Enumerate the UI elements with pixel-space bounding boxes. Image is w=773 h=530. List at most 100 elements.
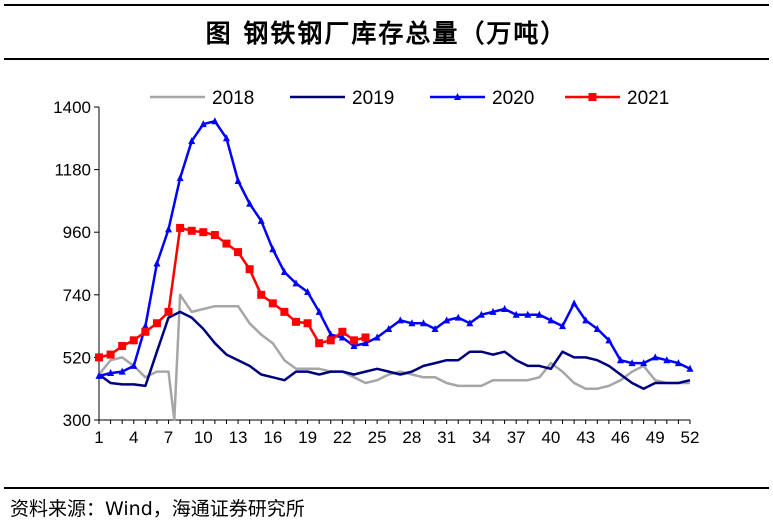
- x-tick-label: 37: [507, 428, 526, 447]
- data-point-2020: [211, 117, 219, 125]
- series-group: [95, 117, 694, 422]
- data-point-2020: [512, 310, 520, 318]
- x-tick-label: 1: [94, 428, 103, 447]
- series-line-2020: [98, 119, 691, 378]
- chart-title: 图 钢铁钢厂库存总量（万吨）: [4, 4, 769, 60]
- x-tick-label: 40: [541, 428, 560, 447]
- data-point-2021: [303, 319, 312, 328]
- data-point-2020: [408, 319, 416, 327]
- data-point-2020: [431, 324, 439, 332]
- data-point-2020: [628, 359, 636, 367]
- x-tick-label: 19: [298, 428, 317, 447]
- data-point-2021: [141, 327, 150, 336]
- data-point-2020: [582, 316, 590, 324]
- data-point-2020: [362, 339, 370, 347]
- data-point-2020: [443, 316, 451, 324]
- data-point-2020: [396, 316, 404, 324]
- data-point-2020: [651, 353, 659, 361]
- data-point-2021: [222, 239, 231, 248]
- data-point-2021: [280, 307, 289, 316]
- data-point-2020: [547, 316, 555, 324]
- x-axis-ticks: 1 4 7 10 13 16 19 22 25 28 31 34 37 40 43 46 49 52: [94, 420, 699, 447]
- data-point-2020: [165, 225, 173, 233]
- legend-label-2021: 2021: [627, 88, 669, 109]
- x-tick-label: 46: [611, 428, 630, 447]
- x-tick-label: 16: [263, 428, 282, 447]
- axes: [98, 107, 690, 421]
- series-line-2021: [98, 226, 366, 359]
- data-point-2020: [419, 319, 427, 327]
- legend-label-2019: 2019: [352, 88, 394, 109]
- legend: 2018 2019 2020 2021: [150, 88, 669, 109]
- x-tick-label: 7: [164, 428, 173, 447]
- data-point-2021: [234, 248, 243, 257]
- data-point-2020: [605, 336, 613, 344]
- data-point-2020: [118, 367, 126, 375]
- data-point-2021: [187, 226, 196, 235]
- x-tick-label: 13: [229, 428, 248, 447]
- data-point-2021: [349, 336, 358, 345]
- data-point-2020: [304, 287, 312, 295]
- legend-marker-2021: [588, 93, 597, 101]
- data-point-2021: [268, 299, 277, 308]
- data-point-2020: [559, 322, 567, 330]
- data-point-2020: [176, 174, 184, 182]
- data-point-2020: [315, 307, 323, 315]
- series-line-2019: [98, 310, 691, 390]
- data-point-2021: [210, 231, 219, 240]
- data-point-2020: [593, 324, 601, 332]
- data-point-2021: [326, 336, 335, 345]
- data-point-2020: [141, 322, 149, 330]
- legend-label-2018: 2018: [212, 88, 254, 109]
- data-point-2021: [257, 290, 266, 299]
- x-tick-label: 49: [646, 428, 665, 447]
- data-point-2020: [246, 199, 254, 207]
- x-tick-label: 28: [402, 428, 421, 447]
- data-point-2021: [164, 307, 173, 316]
- series-line-2018: [98, 293, 690, 422]
- x-tick-label: 52: [681, 428, 700, 447]
- data-point-2020: [292, 279, 300, 287]
- legend-label-2020: 2020: [492, 88, 534, 109]
- data-point-2020: [257, 216, 265, 224]
- data-point-2020: [107, 369, 115, 377]
- data-point-2020: [95, 371, 103, 379]
- data-point-2020: [130, 361, 138, 369]
- data-point-2020: [234, 176, 242, 184]
- y-tick-label: 1400: [53, 98, 91, 117]
- data-point-2021: [361, 333, 370, 342]
- data-point-2020: [466, 319, 474, 327]
- y-tick-label: 300: [63, 411, 91, 430]
- x-tick-label: 22: [333, 428, 352, 447]
- y-tick-label: 960: [63, 223, 91, 242]
- data-point-2021: [118, 342, 127, 351]
- data-point-2020: [501, 305, 509, 313]
- x-tick-label: 34: [472, 428, 491, 447]
- data-point-2020: [199, 120, 207, 128]
- data-point-2020: [327, 330, 335, 338]
- data-point-2020: [338, 333, 346, 341]
- y-tick-label: 740: [63, 286, 91, 305]
- data-point-2020: [616, 356, 624, 364]
- data-point-2021: [315, 339, 324, 348]
- data-point-2020: [489, 307, 497, 315]
- x-tick-label: 10: [194, 428, 213, 447]
- data-point-2021: [95, 353, 103, 362]
- data-point-2021: [292, 317, 300, 326]
- data-point-2021: [129, 336, 138, 345]
- data-point-2020: [153, 259, 161, 267]
- data-point-2020: [373, 333, 381, 341]
- data-point-2021: [176, 223, 185, 232]
- data-point-2020: [269, 245, 277, 253]
- data-point-2020: [640, 359, 648, 367]
- data-point-2021: [106, 350, 115, 359]
- data-point-2020: [570, 299, 578, 307]
- data-point-2020: [280, 268, 288, 276]
- data-point-2020: [674, 359, 682, 367]
- data-point-2020: [477, 310, 485, 318]
- x-tick-label: 25: [368, 428, 387, 447]
- data-point-2021: [152, 319, 161, 328]
- y-tick-label: 1180: [54, 161, 91, 180]
- data-point-2020: [663, 356, 671, 364]
